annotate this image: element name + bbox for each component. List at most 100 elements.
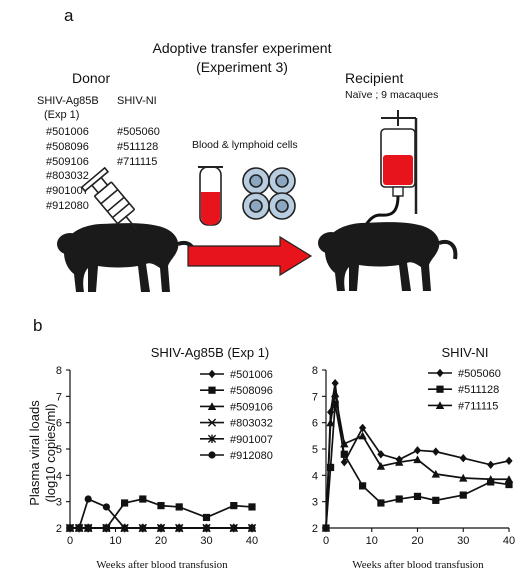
legend-label: #508096 <box>230 385 273 397</box>
data-point <box>84 523 93 533</box>
donor-id: #901007 <box>46 185 89 198</box>
data-point <box>395 457 404 466</box>
transfer-arrow-icon <box>187 235 313 277</box>
chart-legend: #505060 #511128 #711115 <box>428 368 501 412</box>
donor-id: #508096 <box>46 140 89 153</box>
data-point <box>432 447 440 456</box>
legend-label: #509106 <box>230 401 273 413</box>
y-tick-label: 8 <box>56 365 62 377</box>
y-tick-label: 8 <box>312 365 318 377</box>
legend-marker <box>436 385 444 393</box>
donor-group1-sublabel: (Exp 1) <box>44 109 80 121</box>
chart-2-xlabel: Weeks after blood transfusion <box>352 559 484 571</box>
donor-id: #501006 <box>46 126 89 138</box>
y-tick-label: 3 <box>312 497 318 509</box>
donor-group2-ids: #505060 #511128 #711115 <box>117 125 160 169</box>
x-tick-label: 40 <box>246 535 258 547</box>
data-point <box>121 524 129 532</box>
chart-1-title: SHIV-Ag85B (Exp 1) <box>150 345 270 360</box>
series-3 <box>321 389 514 532</box>
data-point <box>157 502 165 510</box>
x-tick-label: 10 <box>366 535 378 547</box>
y-tick-label: 5 <box>312 444 318 456</box>
data-point <box>330 389 340 398</box>
data-point <box>505 480 513 489</box>
data-point <box>202 524 211 532</box>
data-point <box>121 499 129 507</box>
legend-item: #501006 <box>200 369 273 381</box>
legend-marker <box>207 418 217 427</box>
donor-monkey-icon <box>57 223 197 292</box>
data-point <box>202 513 211 522</box>
x-tick-label: 30 <box>200 535 212 547</box>
recipient-monkey-icon <box>318 222 458 291</box>
donor-id: #509106 <box>46 155 89 168</box>
syringe-icon <box>80 166 138 231</box>
series-line <box>325 393 509 529</box>
data-point <box>230 502 238 510</box>
data-point <box>487 460 495 469</box>
x-tick-label: 20 <box>155 535 167 547</box>
x-tick-label: 10 <box>109 535 121 547</box>
legend-label: #511128 <box>458 384 499 396</box>
data-point <box>326 418 335 427</box>
y-tick-label: 2 <box>56 523 62 535</box>
y-tick-label: 3 <box>56 497 62 509</box>
legend-item: #505060 <box>428 368 501 380</box>
data-point <box>331 400 339 408</box>
legend-marker <box>208 451 216 459</box>
data-point <box>358 431 367 440</box>
legend-label: #803032 <box>230 418 273 430</box>
donor-group2-label: SHIV-NI <box>117 95 157 107</box>
data-point <box>504 475 514 483</box>
series-2 <box>322 400 513 532</box>
x-tick-label: 30 <box>457 535 469 547</box>
legend-marker <box>207 434 217 443</box>
data-point <box>326 463 335 472</box>
data-point <box>432 496 440 504</box>
experiment-title: Adoptive transfer experiment <box>152 40 332 56</box>
y-tick-label: 7 <box>312 391 318 403</box>
x-tick-label: 20 <box>411 535 423 547</box>
data-point <box>321 523 331 532</box>
donor-group1-label: SHIV-Ag85B <box>37 95 99 107</box>
data-point <box>175 503 183 511</box>
donor-heading: Donor <box>72 70 111 86</box>
experiment-subtitle: (Experiment 3) <box>196 59 288 75</box>
donor-group1-ids: #501006 #508096 #509106 #803032 #901007 … <box>46 125 89 214</box>
legend-marker <box>207 402 217 410</box>
data-point <box>102 503 110 511</box>
chart-legend: #501006 #508096 #509106 #803032 #901007 #9120… <box>200 369 273 462</box>
x-tick-label: 0 <box>67 535 73 547</box>
legend-marker <box>435 401 445 409</box>
data-point <box>248 524 256 532</box>
panel-a-label: a <box>64 6 74 25</box>
data-point <box>84 495 92 503</box>
legend-label: #505060 <box>458 368 501 380</box>
panel-a-illustration <box>57 110 458 292</box>
donor-id: #711115 <box>117 155 158 168</box>
series-6 <box>66 495 256 532</box>
chart-2-title: SHIV-NI <box>441 345 489 360</box>
y-tick-label: 6 <box>56 418 62 430</box>
donor-id: #505060 <box>117 126 160 138</box>
data-point <box>359 482 367 490</box>
donor-id: #511128 <box>117 140 159 153</box>
data-point <box>157 524 165 532</box>
data-point <box>459 454 467 463</box>
legend-item: #509106 <box>200 401 273 413</box>
x-tick-label: 40 <box>503 535 515 547</box>
y-tick-label: 4 <box>56 470 62 482</box>
legend-item: #901007 <box>200 434 273 446</box>
legend-marker <box>208 369 216 379</box>
data-point <box>377 499 385 507</box>
data-point <box>248 503 256 511</box>
donor-id: #912080 <box>46 199 89 212</box>
data-point <box>230 524 238 532</box>
data-point <box>359 423 367 433</box>
legend-item: #508096 <box>200 385 273 397</box>
legend-label: #912080 <box>230 450 273 462</box>
recipient-subtitle: Naïve ; 9 macaques <box>345 89 439 101</box>
data-point <box>376 461 386 470</box>
